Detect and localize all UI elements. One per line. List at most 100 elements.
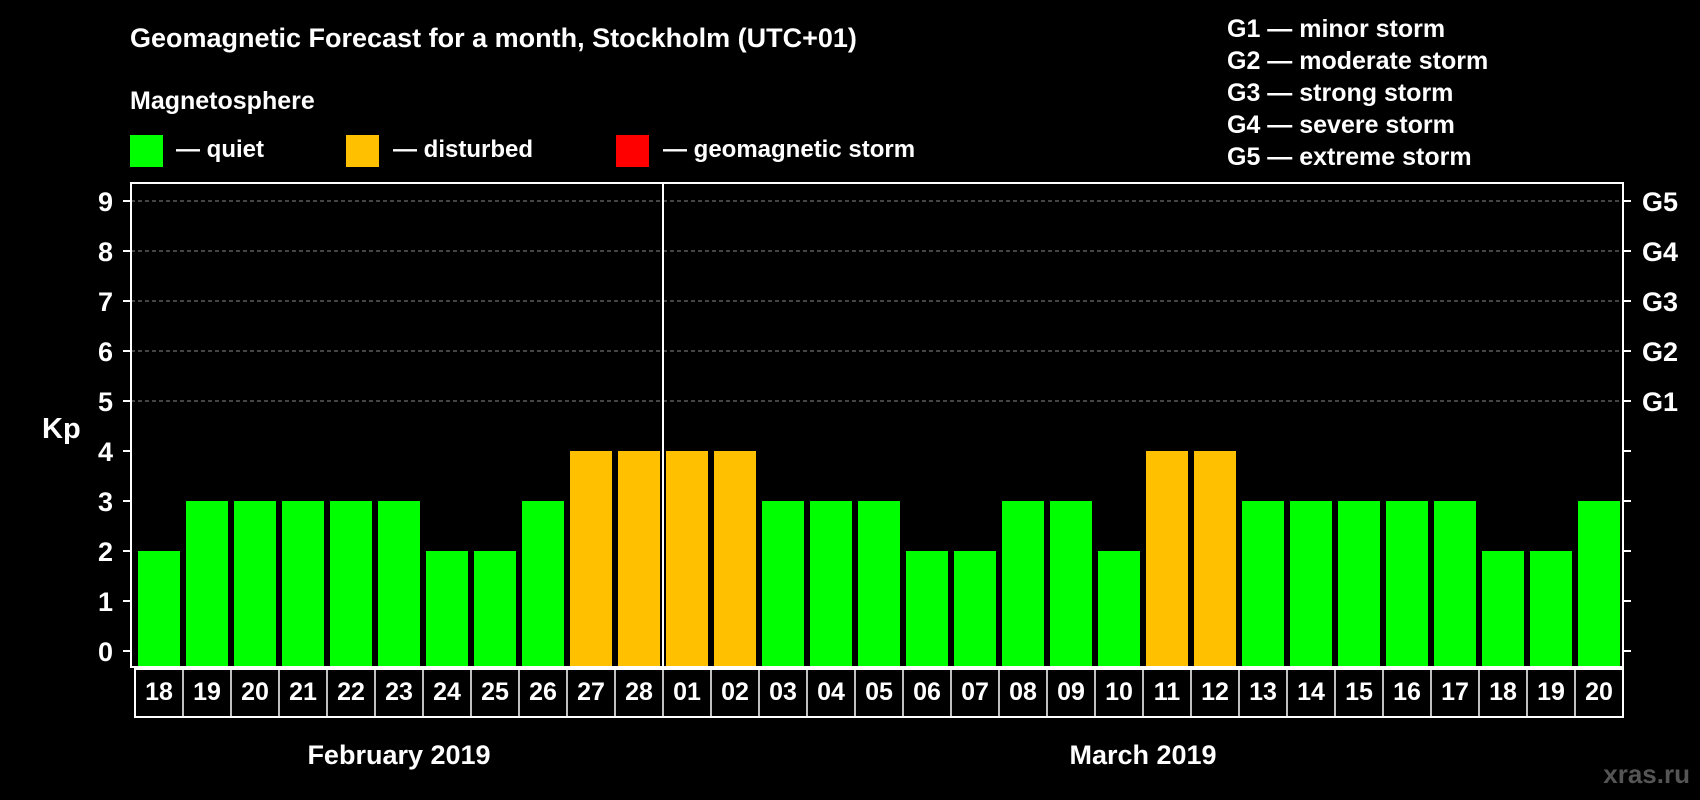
date-label: 20 [241, 678, 269, 706]
watermark: xras.ru [1603, 759, 1690, 789]
bar [762, 501, 804, 667]
date-label: 16 [1393, 678, 1421, 706]
bar [570, 451, 612, 667]
bar [1050, 501, 1092, 667]
date-label: 28 [625, 678, 653, 706]
y-tick-label: 5 [98, 387, 113, 417]
date-label: 02 [721, 678, 749, 706]
date-label: 23 [385, 678, 413, 706]
date-label: 13 [1249, 678, 1277, 706]
bars [138, 451, 1620, 667]
gridlines [131, 200, 1623, 402]
legend-label-quiet: — quiet [176, 136, 264, 163]
date-label: 18 [145, 678, 173, 706]
bar [330, 501, 372, 667]
bar [810, 501, 852, 667]
legend-label-storm: — geomagnetic storm [663, 136, 915, 163]
date-label: 17 [1441, 678, 1469, 706]
month-label: March 2019 [1069, 740, 1216, 770]
date-label: 20 [1585, 678, 1613, 706]
bar [186, 501, 228, 667]
date-label: 27 [577, 678, 605, 706]
date-label: 07 [961, 678, 989, 706]
bar [426, 551, 468, 667]
bar [1002, 501, 1044, 667]
bar [378, 501, 420, 667]
y-tick-label: 3 [98, 487, 113, 517]
date-label: 22 [337, 678, 365, 706]
bar [906, 551, 948, 667]
date-label: 11 [1154, 678, 1181, 706]
date-label: 19 [193, 678, 221, 706]
bar [1338, 501, 1380, 667]
bar [1242, 501, 1284, 667]
bar [858, 501, 900, 667]
date-label: 06 [913, 678, 941, 706]
bar [474, 551, 516, 667]
storm-level-label: G2 [1642, 337, 1678, 367]
date-label: 26 [529, 678, 557, 706]
storm-scale-g1: G1 — minor storm [1227, 15, 1445, 43]
bar [714, 451, 756, 667]
date-label: 03 [769, 678, 797, 706]
bar [138, 551, 180, 667]
y-tick-label: 8 [98, 237, 113, 267]
bar [1290, 501, 1332, 667]
storm-scale-g5: G5 — extreme storm [1227, 143, 1472, 171]
y-tick-label: 1 [98, 587, 113, 617]
date-label: 24 [433, 678, 461, 706]
date-label: 19 [1537, 678, 1565, 706]
month-label: February 2019 [307, 740, 490, 770]
date-axis-frame [134, 668, 1624, 718]
bar [954, 551, 996, 667]
storm-level-label: G3 [1642, 287, 1678, 317]
date-label: 10 [1105, 678, 1133, 706]
date-axis: 18 19 20 21 22 23 24 25 26 27 28 01 02 03 04 05 06 07 08 09… [134, 668, 1624, 718]
plot-frame [130, 182, 1624, 668]
bar [1098, 551, 1140, 667]
legend-heading: Magnetosphere [130, 87, 315, 115]
y-tick-label: 0 [98, 637, 113, 667]
date-label: 04 [817, 678, 845, 706]
bar [1482, 551, 1524, 667]
bar [234, 501, 276, 667]
y-tick-label: 9 [98, 187, 113, 217]
storm-scale-g3: G3 — strong storm [1227, 79, 1453, 107]
legend-swatch-quiet [130, 135, 163, 167]
bar [1146, 451, 1188, 667]
storm-level-label: G5 [1642, 187, 1678, 217]
bar [1434, 501, 1476, 667]
legend-swatch-storm [616, 135, 649, 167]
storm-level-label: G4 [1642, 237, 1678, 267]
bar [1530, 551, 1572, 667]
y-tick-label: 4 [98, 437, 113, 467]
bar [1578, 501, 1620, 667]
date-label: 14 [1297, 678, 1325, 706]
bar [1194, 451, 1236, 667]
date-label: 12 [1201, 678, 1229, 706]
storm-scale-g2: G2 — moderate storm [1227, 47, 1488, 75]
storm-scale-g4: G4 — severe storm [1227, 111, 1455, 139]
chart-title: Geomagnetic Forecast for a month, Stockh… [130, 23, 857, 53]
bar [522, 501, 564, 667]
date-label: 18 [1489, 678, 1517, 706]
y-tick-label: 6 [98, 337, 113, 367]
bar [1386, 501, 1428, 667]
legend-label-disturbed: — disturbed [393, 136, 533, 163]
date-label: 09 [1057, 678, 1085, 706]
y-axis-label: Kp [42, 413, 81, 445]
month-labels: February 2019 March 2019 [307, 740, 1216, 770]
date-label: 15 [1345, 678, 1373, 706]
bar [618, 451, 660, 667]
bar [666, 451, 708, 667]
storm-level-label: G1 [1642, 387, 1678, 417]
y-tick-label: 2 [98, 537, 113, 567]
y-tick-label: 7 [98, 287, 113, 317]
bar [282, 501, 324, 667]
legend-swatch-disturbed [346, 135, 379, 167]
right-axis-ticks: G1 G2 G3 G4 G5 [1623, 187, 1678, 652]
date-label: 21 [289, 678, 317, 706]
left-axis-ticks: 0 1 2 3 4 5 6 7 8 9 [98, 187, 131, 667]
date-label: 08 [1009, 678, 1037, 706]
